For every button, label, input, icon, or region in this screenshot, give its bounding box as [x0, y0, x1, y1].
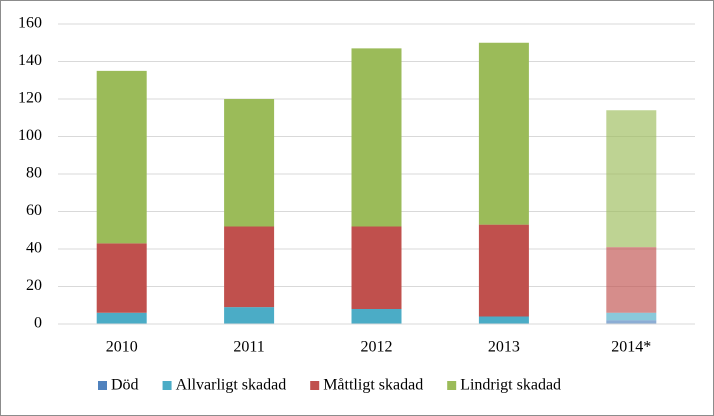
bar-segment [478, 224, 529, 317]
bar-segment [96, 243, 147, 313]
bar-segment [606, 247, 657, 313]
legend-swatch [98, 381, 107, 390]
bar-segment [351, 226, 402, 309]
x-tick-label: 2011 [233, 339, 264, 356]
legend-label: Måttligt skadad [323, 377, 423, 394]
legend-swatch [310, 381, 320, 390]
y-tick-label: 40 [26, 240, 42, 257]
y-tick-label: 60 [26, 202, 42, 219]
x-tick-label: 2013 [488, 339, 520, 356]
legend-label: Allvarligt skadad [176, 377, 287, 394]
bar-segment [606, 312, 657, 321]
x-tick-label: 2010 [106, 339, 138, 356]
x-tick-label: 2012 [361, 339, 393, 356]
bar-segment [351, 309, 402, 324]
y-tick-label: 120 [18, 90, 42, 107]
y-tick-label: 100 [18, 127, 42, 144]
bar-segment [606, 110, 657, 248]
bar-segment [351, 48, 402, 227]
bar-segment [224, 99, 275, 227]
y-tick-label: 140 [18, 52, 42, 69]
legend-label: Lindrigt skadad [460, 377, 561, 394]
legend-swatch [162, 381, 172, 390]
bar-segment [478, 316, 529, 324]
bar-segment [224, 307, 275, 324]
bar-segment [224, 226, 275, 308]
legend-swatch [447, 381, 457, 390]
y-tick-label: 80 [26, 165, 42, 182]
bar-segment [606, 320, 657, 324]
bar-segment [96, 312, 147, 324]
y-tick-label: 0 [34, 315, 42, 332]
bar-segment [478, 42, 529, 225]
x-tick-label: 2014* [611, 339, 651, 356]
y-tick-label: 20 [26, 277, 42, 294]
legend-label: Död [111, 377, 139, 394]
bar-segment [96, 70, 147, 244]
y-tick-label: 160 [18, 15, 42, 32]
